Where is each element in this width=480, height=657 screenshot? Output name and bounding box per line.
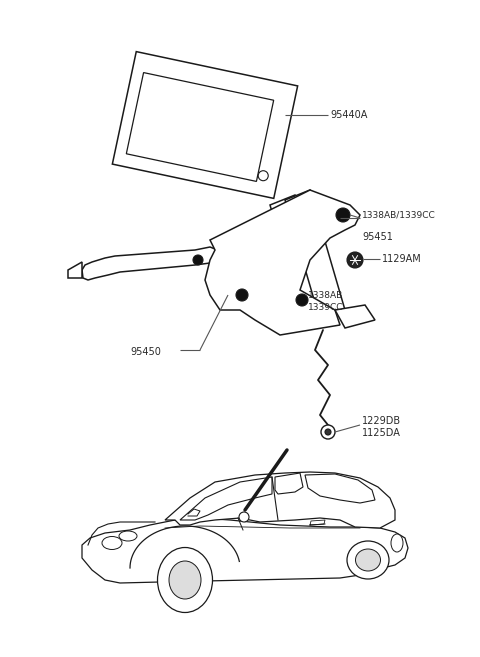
- Circle shape: [236, 289, 248, 301]
- Polygon shape: [305, 474, 375, 503]
- Text: 1129AM: 1129AM: [382, 254, 422, 264]
- Polygon shape: [335, 305, 375, 328]
- Circle shape: [193, 255, 203, 265]
- Text: 1229DB: 1229DB: [362, 416, 401, 426]
- Circle shape: [296, 294, 308, 306]
- Polygon shape: [68, 262, 82, 278]
- Circle shape: [258, 171, 268, 181]
- Polygon shape: [180, 477, 272, 520]
- Text: 1339CC: 1339CC: [308, 304, 344, 313]
- Text: 95440A: 95440A: [330, 110, 367, 120]
- Circle shape: [239, 512, 249, 522]
- Polygon shape: [270, 195, 330, 325]
- Text: 95451: 95451: [362, 232, 393, 242]
- Text: 1125DA: 1125DA: [362, 428, 401, 438]
- Ellipse shape: [102, 537, 122, 549]
- Ellipse shape: [169, 561, 201, 599]
- Polygon shape: [285, 190, 345, 320]
- Polygon shape: [275, 473, 303, 494]
- Ellipse shape: [157, 547, 213, 612]
- Circle shape: [321, 425, 335, 439]
- Polygon shape: [126, 72, 274, 181]
- Ellipse shape: [119, 531, 137, 541]
- Ellipse shape: [391, 534, 403, 552]
- Polygon shape: [165, 472, 395, 528]
- Polygon shape: [205, 190, 360, 335]
- Text: 1338AB: 1338AB: [308, 292, 343, 300]
- Circle shape: [347, 252, 363, 268]
- Text: 1338AB/1339CC: 1338AB/1339CC: [362, 210, 436, 219]
- Text: 95450: 95450: [130, 347, 161, 357]
- Polygon shape: [112, 52, 298, 198]
- Ellipse shape: [347, 541, 389, 579]
- Ellipse shape: [356, 549, 381, 571]
- Circle shape: [325, 429, 331, 435]
- Polygon shape: [82, 247, 225, 280]
- Polygon shape: [82, 518, 408, 583]
- Circle shape: [336, 208, 350, 222]
